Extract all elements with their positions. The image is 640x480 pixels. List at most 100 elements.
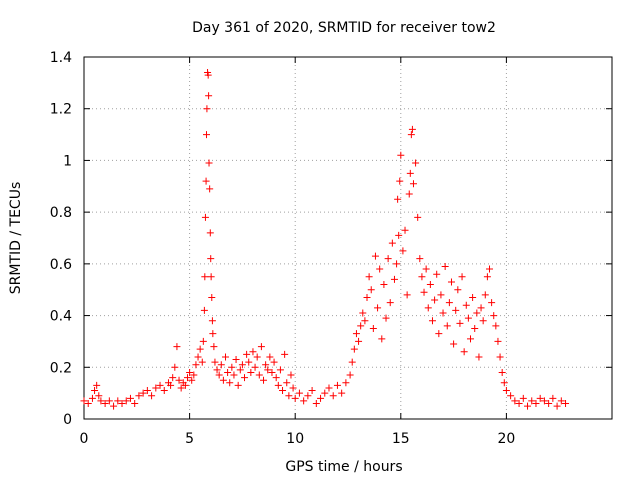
x-axis: 0 5 10 15 20 bbox=[80, 57, 515, 447]
data-point bbox=[135, 392, 143, 400]
data-point bbox=[393, 260, 401, 268]
data-point bbox=[131, 399, 139, 407]
data-point bbox=[498, 368, 506, 376]
y-tick-label: 1.4 bbox=[50, 50, 72, 66]
data-point bbox=[473, 309, 481, 317]
data-point bbox=[148, 392, 156, 400]
y-tick-label: 1 bbox=[63, 153, 72, 169]
chart-title: Day 361 of 2020, SRMTID for receiver tow… bbox=[192, 20, 496, 36]
data-point bbox=[460, 348, 468, 356]
data-point bbox=[452, 306, 460, 314]
data-point bbox=[308, 387, 316, 395]
data-point bbox=[245, 358, 253, 366]
data-point bbox=[97, 397, 105, 405]
data-point bbox=[181, 381, 189, 389]
data-point bbox=[363, 293, 371, 301]
data-point bbox=[222, 353, 230, 361]
data-point bbox=[333, 381, 341, 389]
data-point bbox=[198, 358, 206, 366]
data-point bbox=[139, 389, 147, 397]
data-point bbox=[203, 105, 211, 113]
data-point bbox=[557, 397, 565, 405]
data-point bbox=[450, 340, 458, 348]
data-point bbox=[454, 286, 462, 294]
data-point bbox=[380, 281, 388, 289]
data-point bbox=[196, 345, 204, 353]
data-point bbox=[500, 379, 508, 387]
data-point bbox=[241, 374, 249, 382]
data-point bbox=[348, 358, 356, 366]
data-point bbox=[365, 273, 373, 281]
data-point bbox=[300, 397, 308, 405]
data-point bbox=[422, 265, 430, 273]
data-point bbox=[118, 399, 126, 407]
data-point bbox=[251, 363, 259, 371]
data-point bbox=[234, 381, 242, 389]
data-point bbox=[186, 368, 194, 376]
data-point bbox=[91, 387, 99, 395]
data-point bbox=[412, 159, 420, 167]
data-point bbox=[355, 337, 363, 345]
data-point bbox=[553, 402, 561, 410]
data-point bbox=[95, 392, 103, 400]
data-point bbox=[201, 273, 209, 281]
data-point bbox=[257, 343, 265, 351]
data-point bbox=[253, 353, 261, 361]
x-tick-label: 5 bbox=[185, 431, 194, 447]
data-point bbox=[371, 252, 379, 260]
data-point bbox=[204, 71, 212, 79]
data-point bbox=[238, 361, 246, 369]
data-point bbox=[208, 317, 216, 325]
data-point bbox=[407, 131, 415, 139]
data-point bbox=[494, 337, 502, 345]
data-point bbox=[359, 309, 367, 317]
data-point bbox=[490, 312, 498, 320]
data-point bbox=[528, 397, 536, 405]
data-point bbox=[477, 304, 485, 312]
data-point bbox=[219, 376, 227, 384]
data-point bbox=[464, 314, 472, 322]
data-point bbox=[405, 190, 413, 198]
data-point bbox=[382, 314, 390, 322]
data-point bbox=[211, 358, 219, 366]
data-point bbox=[524, 402, 532, 410]
data-point bbox=[350, 345, 358, 353]
y-axis-label: SRMTID / TECUs bbox=[8, 182, 24, 295]
data-point bbox=[431, 296, 439, 304]
data-point bbox=[367, 286, 375, 294]
data-point bbox=[502, 387, 510, 395]
data-point bbox=[167, 381, 175, 389]
data-point bbox=[169, 374, 177, 382]
data-point bbox=[126, 394, 134, 402]
y-tick-label: 0.8 bbox=[50, 205, 72, 221]
data-point bbox=[492, 322, 500, 330]
data-point bbox=[329, 392, 337, 400]
data-point bbox=[426, 281, 434, 289]
x-tick-label: 15 bbox=[392, 431, 410, 447]
y-tick-label: 0.2 bbox=[50, 360, 72, 376]
data-point bbox=[325, 384, 333, 392]
data-point bbox=[346, 371, 354, 379]
data-point bbox=[321, 389, 329, 397]
data-point bbox=[206, 229, 214, 237]
data-point bbox=[266, 353, 274, 361]
data-point bbox=[228, 363, 236, 371]
data-point bbox=[93, 381, 101, 389]
data-point bbox=[462, 301, 470, 309]
data-point bbox=[399, 247, 407, 255]
data-point bbox=[342, 379, 350, 387]
data-point bbox=[200, 306, 208, 314]
data-point bbox=[88, 394, 96, 402]
data-point bbox=[209, 330, 217, 338]
data-point bbox=[496, 353, 504, 361]
data-point bbox=[177, 384, 185, 392]
data-point bbox=[213, 366, 221, 374]
data-point bbox=[224, 368, 232, 376]
y-tick-label: 0.6 bbox=[50, 257, 72, 273]
data-point bbox=[428, 317, 436, 325]
data-point bbox=[361, 317, 369, 325]
data-point bbox=[401, 226, 409, 234]
data-point bbox=[208, 293, 216, 301]
data-point bbox=[475, 353, 483, 361]
